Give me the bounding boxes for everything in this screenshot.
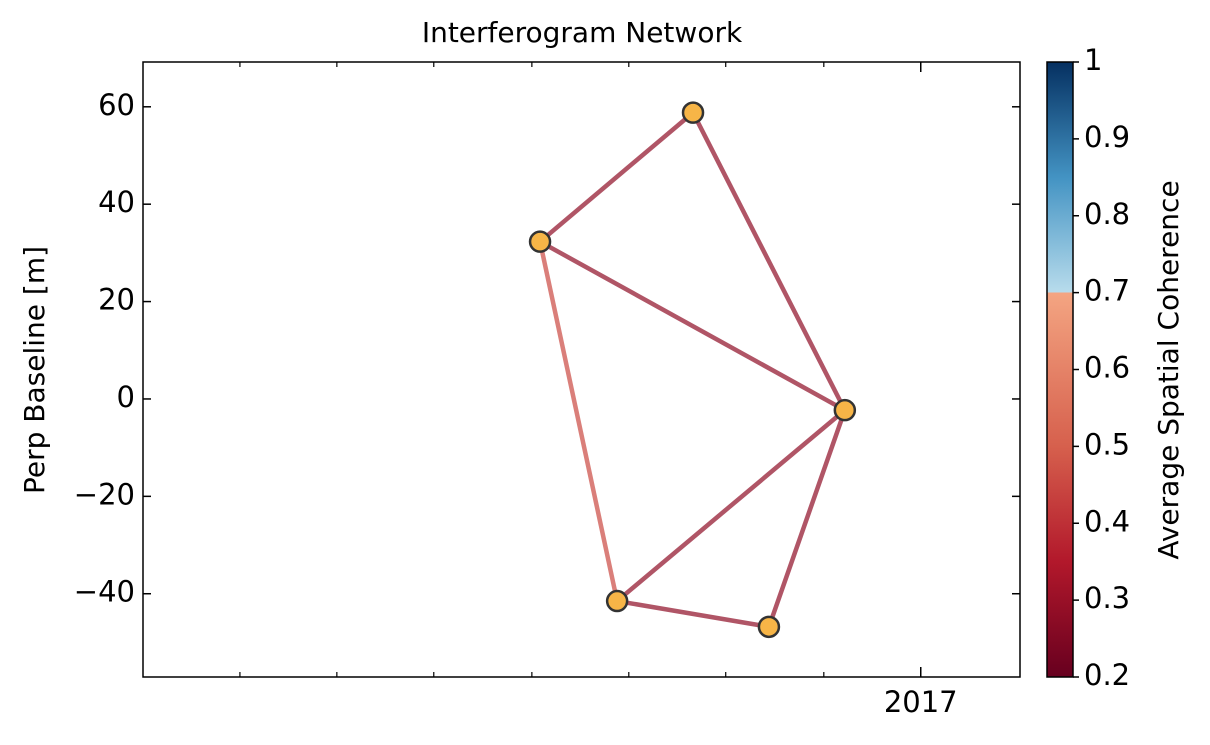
interferogram-edge xyxy=(616,598,770,630)
acquisition-node xyxy=(605,589,629,613)
x-tick-label: 2017 xyxy=(884,685,958,719)
y-tick-label: −40 xyxy=(74,575,135,609)
colorbar-tick-label: 0.8 xyxy=(1084,197,1130,231)
acquisition-node xyxy=(681,101,705,124)
interferogram-edge xyxy=(538,239,846,413)
interferogram-edge xyxy=(691,111,847,412)
acquisition-node xyxy=(528,230,552,253)
colorbar xyxy=(1046,61,1074,678)
y-tick-label: 60 xyxy=(98,88,135,122)
y-axis-label: Perp Baseline [m] xyxy=(18,246,51,494)
colorbar-tick-label: 0.4 xyxy=(1084,504,1130,538)
colorbar-tick-label: 1 xyxy=(1084,43,1102,77)
colorbar-tick-label: 0.5 xyxy=(1084,427,1130,461)
y-tick-label: −20 xyxy=(74,477,135,511)
y-tick-label: 20 xyxy=(98,283,135,317)
colorbar-tick-label: 0.3 xyxy=(1084,581,1130,615)
colorbar-tick-label: 0.6 xyxy=(1084,351,1130,385)
acquisition-node xyxy=(833,398,857,422)
interferogram-edge xyxy=(537,241,620,602)
colorbar-tick-label: 0.7 xyxy=(1084,274,1130,308)
chart-title: Interferogram Network xyxy=(422,16,743,49)
colorbar-label: Average Spatial Coherence xyxy=(1152,180,1185,559)
y-tick-label: 40 xyxy=(98,185,135,219)
colorbar-tick-label: 0.9 xyxy=(1084,120,1130,154)
plot-frame xyxy=(142,61,1021,678)
interferogram-edge xyxy=(538,110,695,244)
acquisition-node xyxy=(757,615,781,639)
colorbar-tick-label: 0.2 xyxy=(1084,658,1130,692)
interferogram-edge xyxy=(615,408,847,603)
interferogram-edge xyxy=(766,409,847,628)
y-tick-label: 0 xyxy=(117,380,135,414)
